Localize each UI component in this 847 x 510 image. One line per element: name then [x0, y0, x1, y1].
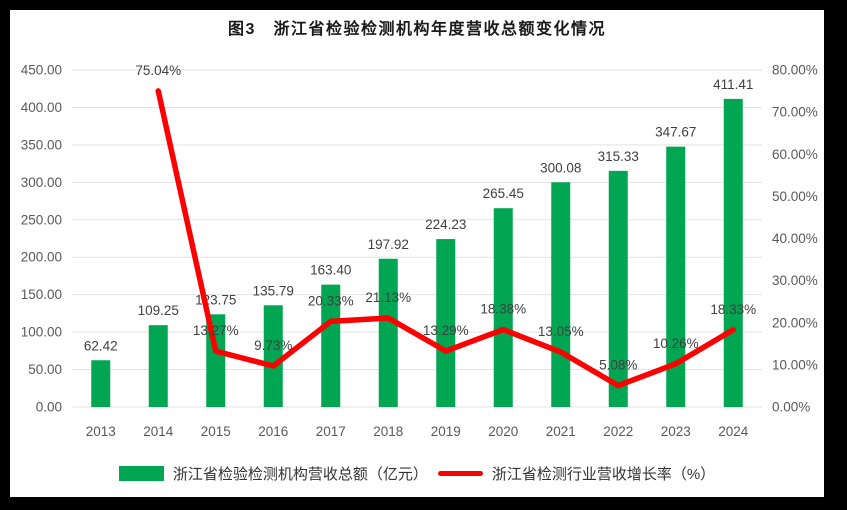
x-axis-label: 2020: [488, 424, 518, 439]
bar: [493, 208, 513, 407]
left-axis-tick: 50.00: [28, 362, 62, 377]
line-series-swatch: [437, 471, 483, 476]
bar: [321, 284, 341, 407]
legend-label-growth: 浙江省检测行业营收增长率（%）: [491, 466, 716, 483]
left-axis-tick: 450.00: [21, 63, 62, 78]
bar: [723, 98, 743, 407]
line-value-label: 18.38%: [480, 302, 526, 317]
chart-title: 图3 浙江省检验检测机构年度营收总额变化情况: [228, 21, 606, 38]
right-axis-tick: 40.00%: [772, 231, 818, 246]
right-axis-tick: 10.00%: [772, 357, 818, 372]
legend-item-revenue-bars: 浙江省检验检测机构营收总额（亿元）: [118, 463, 428, 484]
bar: [378, 258, 398, 407]
bar-series-swatch: [118, 466, 164, 481]
x-axis-label: 2016: [258, 424, 288, 439]
legend-label-revenue: 浙江省检验检测机构营收总额（亿元）: [172, 466, 428, 483]
line-value-label: 5.08%: [599, 358, 637, 373]
x-axis-label: 2013: [86, 424, 116, 439]
chart-legend: 浙江省检验检测机构营收总额（亿元） 浙江省检测行业营收增长率（%）: [10, 463, 824, 484]
x-axis-label: 2017: [316, 424, 346, 439]
line-series: [155, 88, 736, 389]
bar-value-label: 62.42: [84, 338, 118, 353]
bar: [666, 146, 686, 408]
left-axis-tick: 250.00: [21, 212, 62, 227]
x-axis-label: 2015: [201, 424, 231, 439]
bar-value-label: 347.67: [655, 125, 696, 140]
legend-item-growth-line: 浙江省检测行业营收增长率（%）: [437, 463, 716, 484]
bar-value-label: 197.92: [368, 237, 409, 252]
line-value-label: 13.05%: [538, 324, 584, 339]
line-value-label: 10.26%: [653, 336, 699, 351]
right-axis-tick: 30.00%: [772, 273, 818, 288]
right-axis-tick: 0.00%: [772, 400, 810, 415]
bar-value-label: 300.08: [540, 160, 581, 175]
bar: [551, 182, 571, 407]
x-axis-label: 2024: [718, 424, 749, 439]
left-axis-tick: 0.00: [36, 400, 62, 415]
x-axis-label: 2022: [603, 424, 633, 439]
chart-container: 图3 浙江省检验检测机构年度营收总额变化情况 0.00 50.00 100.00 15…: [10, 10, 824, 497]
bar: [148, 325, 168, 407]
right-axis-tick: 80.00%: [772, 63, 818, 78]
x-axis-label: 2023: [661, 424, 691, 439]
left-axis-tick: 300.00: [21, 175, 62, 190]
x-axis-label: 2021: [546, 424, 576, 439]
left-axis-tick: 200.00: [21, 250, 62, 265]
left-axis-tick: 400.00: [21, 100, 62, 115]
bar-value-label: 163.40: [310, 263, 351, 278]
bar: [436, 239, 456, 407]
bar-value-label: 265.45: [483, 186, 524, 201]
bar-value-label: 224.23: [425, 217, 466, 232]
line-value-label: 21.13%: [365, 290, 411, 305]
bar-value-label: 411.41: [713, 77, 753, 92]
left-axis-tick: 150.00: [21, 287, 62, 302]
right-axis-tick: 60.00%: [772, 147, 818, 162]
bar: [91, 360, 111, 407]
left-axis-tick: 350.00: [21, 137, 62, 152]
line-value-label: 9.73%: [254, 338, 292, 353]
line-value-label: 13.27%: [193, 323, 239, 338]
chart-plot-area: 0.00 50.00 100.00 150.00 200.00 250.00 300.00 3…: [21, 63, 818, 440]
x-axis-label: 2018: [373, 424, 403, 439]
line-value-label: 20.33%: [308, 293, 354, 308]
x-axis-label: 2019: [431, 424, 461, 439]
bar-value-label: 109.25: [138, 303, 179, 318]
right-axis-tick: 20.00%: [772, 315, 818, 330]
right-axis-tick: 70.00%: [772, 105, 818, 120]
line-value-label: 18.33%: [710, 302, 756, 317]
left-axis-tick: 100.00: [21, 325, 62, 340]
line-value-label: 13.29%: [423, 323, 469, 338]
bar-value-label: 135.79: [253, 283, 294, 298]
line-value-label: 75.04%: [135, 63, 181, 78]
bar: [608, 170, 628, 407]
right-axis-tick: 50.00%: [772, 189, 818, 204]
x-axis-label: 2014: [143, 424, 174, 439]
bar-value-label: 315.33: [598, 149, 639, 164]
bar: [263, 305, 283, 407]
